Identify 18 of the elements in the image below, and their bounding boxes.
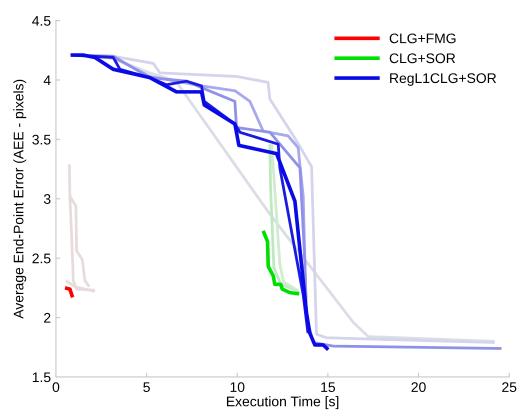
legend-label: RegL1CLG+SOR xyxy=(390,73,496,86)
x-tick-label: 0 xyxy=(52,382,60,392)
y-tick-label: 4.5 xyxy=(32,16,50,26)
y-tick-label: 2 xyxy=(44,312,50,323)
y-tick-label: 3 xyxy=(44,194,50,204)
x-tick-label: 20 xyxy=(412,382,426,392)
x-tick-label: 10 xyxy=(230,382,244,392)
x-tick-label: 25 xyxy=(502,382,516,392)
legend-label: CLG+FMG xyxy=(390,33,456,44)
x-tick-label: 15 xyxy=(321,382,336,392)
legend-label: CLG+SOR xyxy=(390,53,456,64)
y-tick-label: 2.5 xyxy=(32,254,50,264)
x-tick-label: 5 xyxy=(143,382,150,392)
y-tick-label: 1.5 xyxy=(32,372,50,382)
x-axis-title: Execution Time [s] xyxy=(226,396,338,410)
y-tick-label: 4 xyxy=(44,75,51,86)
y-axis-title: Average End-Point Error (AEE - pixels) xyxy=(13,80,26,319)
y-tick-label: 3.5 xyxy=(32,134,50,145)
